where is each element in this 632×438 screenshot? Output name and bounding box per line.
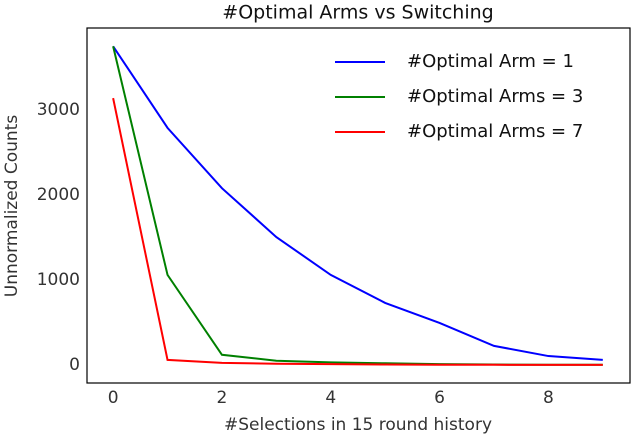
x-tick-label: 8	[543, 388, 554, 408]
legend-label: #Optimal Arm = 1	[407, 51, 574, 72]
x-tick-label: 2	[217, 388, 228, 408]
data-line	[112, 97, 603, 366]
chart-title: #Optimal Arms vs Switching	[222, 2, 493, 24]
y-axis-label: Unnormalized Counts	[2, 115, 22, 298]
legend-label: #Optimal Arms = 3	[407, 86, 583, 107]
y-tick-label: 2000	[37, 185, 80, 205]
data-line	[112, 45, 603, 361]
plot-frame	[86, 27, 631, 384]
y-tick-label: 1000	[37, 270, 80, 290]
x-tick-label: 6	[434, 388, 445, 408]
y-tick-label: 0	[69, 355, 80, 375]
y-tick-label: 3000	[37, 100, 80, 120]
x-tick-label: 0	[108, 388, 119, 408]
legend-label: #Optimal Arms = 7	[407, 121, 583, 142]
x-axis-label: #Selections in 15 round history	[224, 415, 492, 435]
x-tick-label: 4	[325, 388, 336, 408]
